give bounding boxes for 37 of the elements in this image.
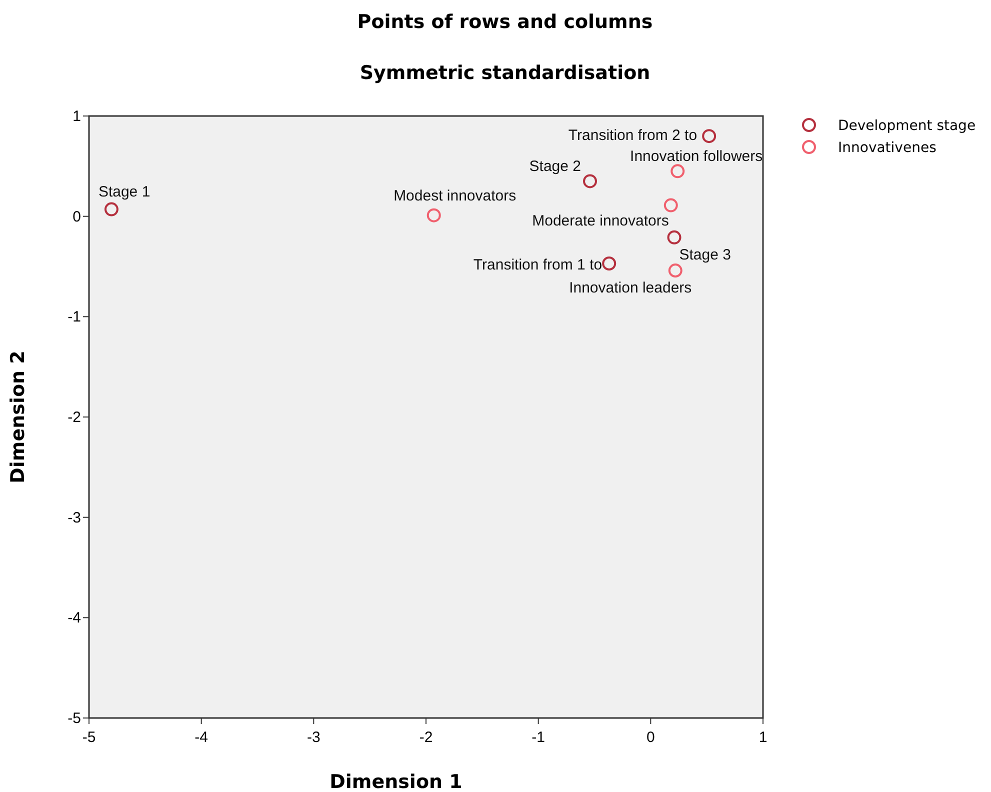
- chart-subtitle: Symmetric standardisation: [360, 62, 650, 84]
- x-tick-label: -2: [419, 729, 433, 746]
- annotation: Moderate innovators: [532, 212, 669, 230]
- point: [104, 202, 118, 216]
- annotation: Innovation followers: [630, 148, 763, 166]
- annotation: Transition from 1 to: [473, 256, 602, 274]
- x-tick-label: 1: [758, 729, 768, 746]
- annotation: Innovation leaders: [569, 280, 692, 297]
- y-tick-label: 0: [72, 208, 81, 226]
- x-tick-label: -3: [306, 729, 320, 746]
- legend-label: Innovativenes: [838, 140, 936, 156]
- x-tick-label: 0: [646, 729, 655, 746]
- x-tick-label: -1: [532, 729, 546, 746]
- legend-label: Development stage: [838, 118, 976, 134]
- point: [667, 230, 682, 244]
- annotation: Transition from 2 to: [568, 127, 698, 144]
- point: [602, 256, 616, 270]
- y-tick-label: -1: [68, 308, 81, 326]
- y-tick-label: -2: [68, 409, 81, 426]
- point: [702, 129, 716, 144]
- point: [583, 174, 598, 188]
- point: [426, 208, 441, 222]
- y-tick-label: 1: [72, 108, 81, 125]
- point: [670, 164, 685, 178]
- y-tick-label: -3: [68, 509, 81, 526]
- annotation: Stage 3: [679, 246, 731, 264]
- annotation: Stage 1: [98, 183, 150, 200]
- y-axis-title: Dimension 2: [7, 350, 29, 484]
- y-tick-label: -5: [68, 710, 81, 727]
- y-tick-label: -4: [68, 610, 81, 627]
- chart-title: Points of rows and columns: [357, 11, 653, 33]
- x-axis-title: Dimension 1: [330, 771, 462, 792]
- annotation: Stage 2: [529, 158, 582, 176]
- point: [664, 198, 678, 212]
- x-tick-label: -4: [194, 729, 208, 746]
- annotation: Modest innovators: [394, 187, 516, 204]
- point: [668, 264, 682, 278]
